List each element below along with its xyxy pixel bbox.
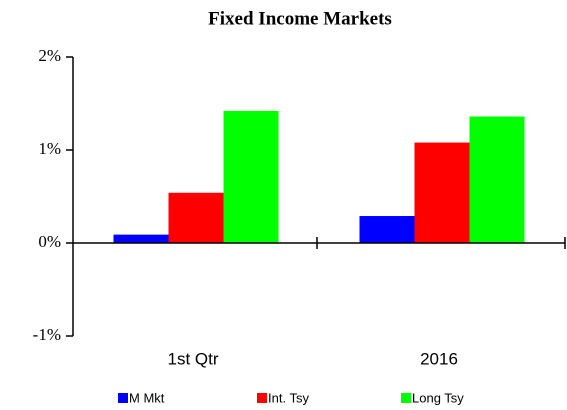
legend-label: Int. Tsy [268,390,309,405]
bar [223,110,279,243]
legend-label: M Mkt [129,390,165,405]
bar [414,142,470,243]
bar [469,116,525,243]
legend-swatch [401,393,411,403]
y-tick-label: 2% [38,46,61,65]
x-tick-label: 2016 [420,349,458,368]
bar [113,234,169,243]
legend-swatch [118,393,128,403]
y-tick-label: -1% [33,325,61,344]
chart-title: Fixed Income Markets [208,8,392,29]
x-tick-label: 1st Qtr [167,349,218,368]
legend-label: Long Tsy [412,390,464,405]
bar [359,216,415,243]
bar [168,192,224,243]
legend-swatch [257,393,267,403]
y-tick-label: 1% [38,139,61,158]
y-tick-label: 0% [38,232,61,251]
